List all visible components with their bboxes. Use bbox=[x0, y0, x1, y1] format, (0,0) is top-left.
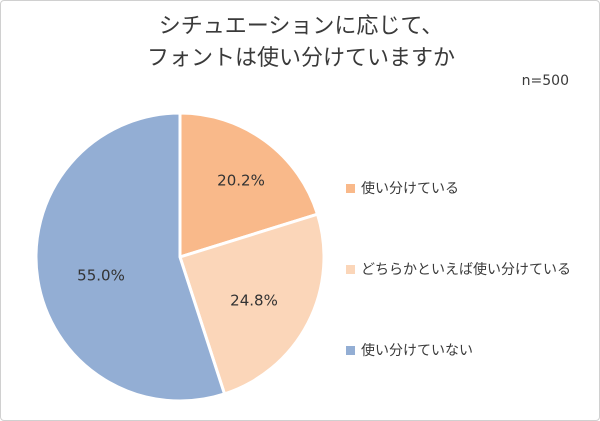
pie-slice-0 bbox=[178, 111, 320, 260]
legend-label-2: 使い分けていない bbox=[361, 343, 473, 359]
legend-item-0: 使い分けている bbox=[346, 177, 596, 199]
legend-label-1: どちらかといえば使い分けている bbox=[361, 262, 571, 278]
slice-value-label-1: 24.8% bbox=[230, 292, 278, 310]
legend-item-2: 使い分けていない bbox=[346, 339, 596, 361]
pie-slice-2 bbox=[34, 111, 227, 403]
chart-title-line-1: シチュエーションに応じて、 bbox=[158, 14, 444, 39]
chart-title-line-2: フォントは使い分けていますか bbox=[146, 46, 455, 71]
pie-slice-1 bbox=[178, 212, 326, 396]
slice-value-label-0: 20.2% bbox=[217, 172, 265, 190]
legend-item-1: どちらかといえば使い分けている bbox=[346, 258, 596, 280]
chart-title: シチュエーションに応じて、 フォントは使い分けていますか bbox=[1, 11, 599, 75]
legend: 使い分けている どちらかといえば使い分けている 使い分けていない bbox=[346, 177, 596, 420]
legend-label-0: 使い分けている bbox=[361, 181, 459, 197]
legend-swatch-0 bbox=[346, 183, 355, 193]
sample-size: n=500 bbox=[521, 73, 569, 89]
legend-swatch-1 bbox=[346, 264, 355, 274]
legend-swatch-2 bbox=[346, 345, 355, 355]
slice-value-label-2: 55.0% bbox=[77, 267, 125, 285]
